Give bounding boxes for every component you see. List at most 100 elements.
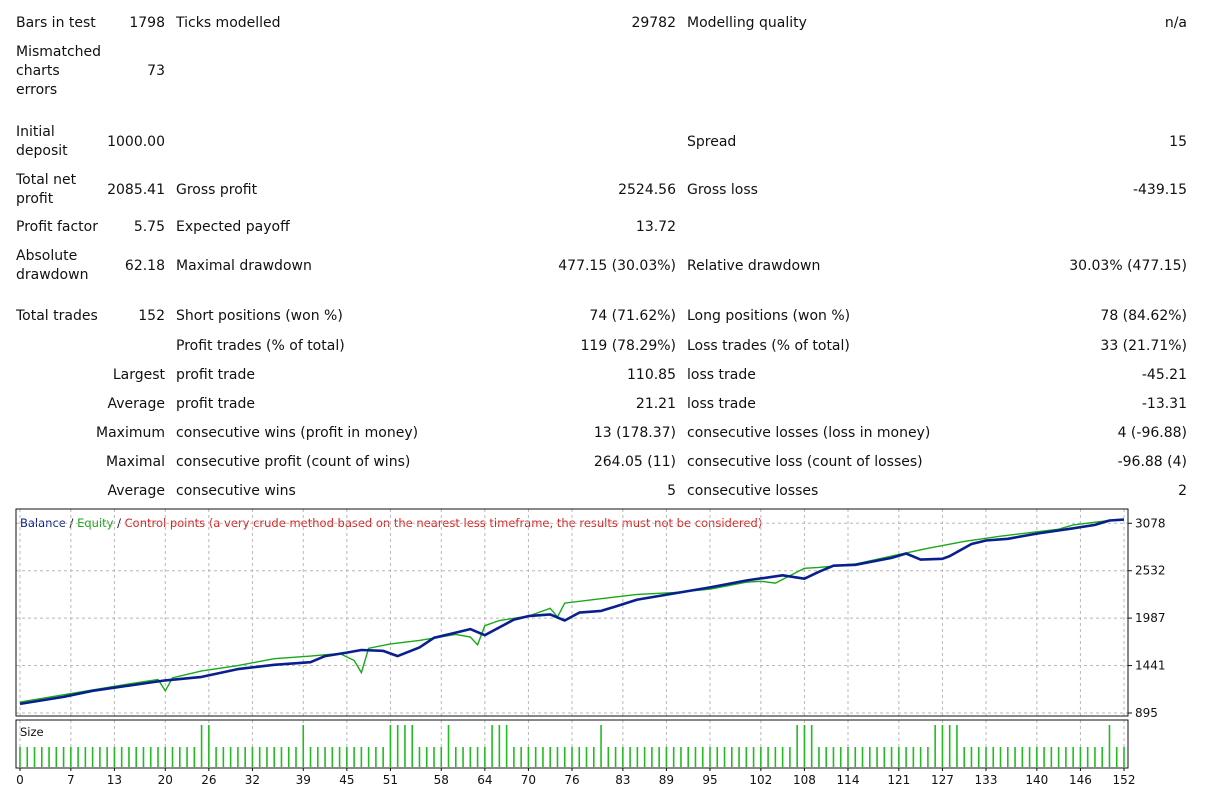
x-tick-label: 39 [296, 773, 311, 787]
maximal-drawdown-label: Maximal drawdown [176, 258, 312, 274]
largest-prefix: Largest [112, 367, 165, 383]
x-tick-label: 45 [339, 773, 354, 787]
maximum-wins-label: consecutive wins (profit in money) [176, 425, 419, 441]
spread-value: 15 [1169, 134, 1187, 150]
mismatched-label-1: Mismatched [16, 44, 102, 60]
x-tick-label: 76 [564, 773, 579, 787]
maximum-losses-label: consecutive losses (loss in money) [687, 425, 931, 441]
gross-loss-value: -439.15 [1132, 182, 1187, 198]
x-tick-label: 26 [201, 773, 216, 787]
average-loss-value: -13.31 [1141, 396, 1187, 412]
y-tick-label: 3078 [1135, 516, 1166, 530]
maximal-loss-label: consecutive loss (count of losses) [687, 454, 923, 470]
bars-in-test-value: 1798 [129, 15, 165, 31]
x-tick-label: 89 [659, 773, 674, 787]
balance-line [19, 518, 1125, 706]
average-consecutive-losses-label: consecutive losses [687, 483, 819, 499]
chart-legend: Balance / Equity / Control points (a ver… [20, 516, 762, 530]
short-positions-value: 74 (71.62%) [589, 308, 676, 324]
profit-factor-label: Profit factor [16, 219, 98, 235]
maximal-drawdown-value: 477.15 (30.03%) [558, 258, 676, 274]
mismatched-label-2: charts [16, 63, 60, 79]
x-tick-label: 13 [107, 773, 122, 787]
bars-in-test-label: Bars in test [16, 15, 96, 31]
loss-trades-label: Loss trades (% of total) [687, 338, 850, 354]
x-tick-label: 7 [67, 773, 75, 787]
x-tick-label: 0 [16, 773, 24, 787]
profit-trades-label: Profit trades (% of total) [176, 338, 345, 354]
y-tick-label: 1441 [1135, 659, 1166, 673]
size-panel-label: Size [20, 725, 44, 739]
legend-control-points: Control points (a very crude method base… [125, 516, 763, 530]
maximum-wins-value: 13 (178.37) [593, 425, 676, 441]
mismatched-label-3: errors [16, 82, 58, 98]
maximal-profit-label: consecutive profit (count of wins) [176, 454, 411, 470]
largest-profit-label: profit trade [176, 367, 255, 383]
ticks-modelled-label: Ticks modelled [176, 15, 281, 31]
average-consecutive-prefix: Average [107, 483, 166, 499]
average-consecutive-wins-value: 5 [667, 483, 676, 499]
average-consecutive-wins-label: consecutive wins [176, 483, 296, 499]
long-positions-label: Long positions (won %) [687, 308, 851, 324]
largest-loss-value: -45.21 [1141, 367, 1187, 383]
average-consecutive-losses-value: 2 [1178, 483, 1187, 499]
x-tick-label: 152 [1113, 773, 1136, 787]
loss-trades-value: 33 (21.71%) [1100, 338, 1187, 354]
x-tick-label: 70 [521, 773, 536, 787]
average-profit-label: profit trade [176, 396, 255, 412]
equity-line [19, 518, 1125, 703]
legend-balance: Balance [20, 516, 66, 530]
x-tick-label: 114 [837, 773, 860, 787]
x-tick-label: 133 [975, 773, 998, 787]
largest-loss-label: loss trade [687, 367, 756, 383]
x-tick-label: 95 [702, 773, 717, 787]
x-tick-label: 127 [931, 773, 954, 787]
x-tick-label: 58 [434, 773, 449, 787]
gross-loss-label: Gross loss [687, 182, 758, 198]
x-tick-label: 20 [158, 773, 173, 787]
modelling-quality-value: n/a [1164, 15, 1187, 31]
x-tick-label: 32 [245, 773, 260, 787]
x-tick-label: 51 [383, 773, 398, 787]
initial-deposit-label-1: Initial [16, 124, 55, 140]
x-tick-label: 140 [1025, 773, 1048, 787]
total-trades-label: Total trades [16, 308, 98, 324]
maximum-losses-value: 4 (-96.88) [1117, 425, 1187, 441]
y-tick-label: 1987 [1135, 611, 1166, 625]
average-prefix: Average [107, 396, 166, 412]
maximal-loss-value: -96.88 (4) [1117, 454, 1187, 470]
absolute-drawdown-label-1: Absolute [16, 248, 78, 264]
total-trades-value: 152 [138, 308, 165, 324]
maximal-profit-value: 264.05 (11) [593, 454, 676, 470]
ticks-modelled-value: 29782 [631, 15, 676, 31]
maximum-prefix: Maximum [96, 425, 165, 441]
expected-payoff-value: 13.72 [635, 219, 676, 235]
absolute-drawdown-label-2: drawdown [16, 267, 89, 283]
mismatched-value: 73 [147, 63, 165, 79]
x-tick-label: 108 [793, 773, 816, 787]
legend-equity: Equity [77, 516, 114, 530]
relative-drawdown-label: Relative drawdown [687, 258, 821, 274]
total-net-profit-value: 2085.41 [107, 182, 165, 198]
largest-profit-value: 110.85 [627, 367, 676, 383]
initial-deposit-label-2: deposit [16, 143, 68, 159]
spread-label: Spread [687, 134, 737, 150]
modelling-quality-label: Modelling quality [687, 15, 807, 31]
gross-profit-label: Gross profit [176, 182, 258, 198]
legend-separator-1: / [66, 516, 77, 530]
long-positions-value: 78 (84.62%) [1100, 308, 1187, 324]
profit-factor-value: 5.75 [133, 219, 165, 235]
maximal-prefix: Maximal [106, 454, 165, 470]
x-tick-label: 83 [615, 773, 630, 787]
y-tick-label: 2532 [1135, 564, 1166, 578]
x-tick-label: 146 [1069, 773, 1092, 787]
size-panel-frame [15, 719, 1129, 769]
total-net-profit-label-1: Total net [16, 172, 77, 188]
absolute-drawdown-value: 62.18 [124, 258, 165, 274]
x-tick-label: 102 [749, 773, 772, 787]
gross-profit-value: 2524.56 [618, 182, 676, 198]
y-tick-label: 895 [1135, 706, 1158, 720]
total-net-profit-label-2: profit [16, 191, 54, 207]
profit-trades-value: 119 (78.29%) [580, 338, 676, 354]
initial-deposit-value: 1000.00 [107, 134, 165, 150]
